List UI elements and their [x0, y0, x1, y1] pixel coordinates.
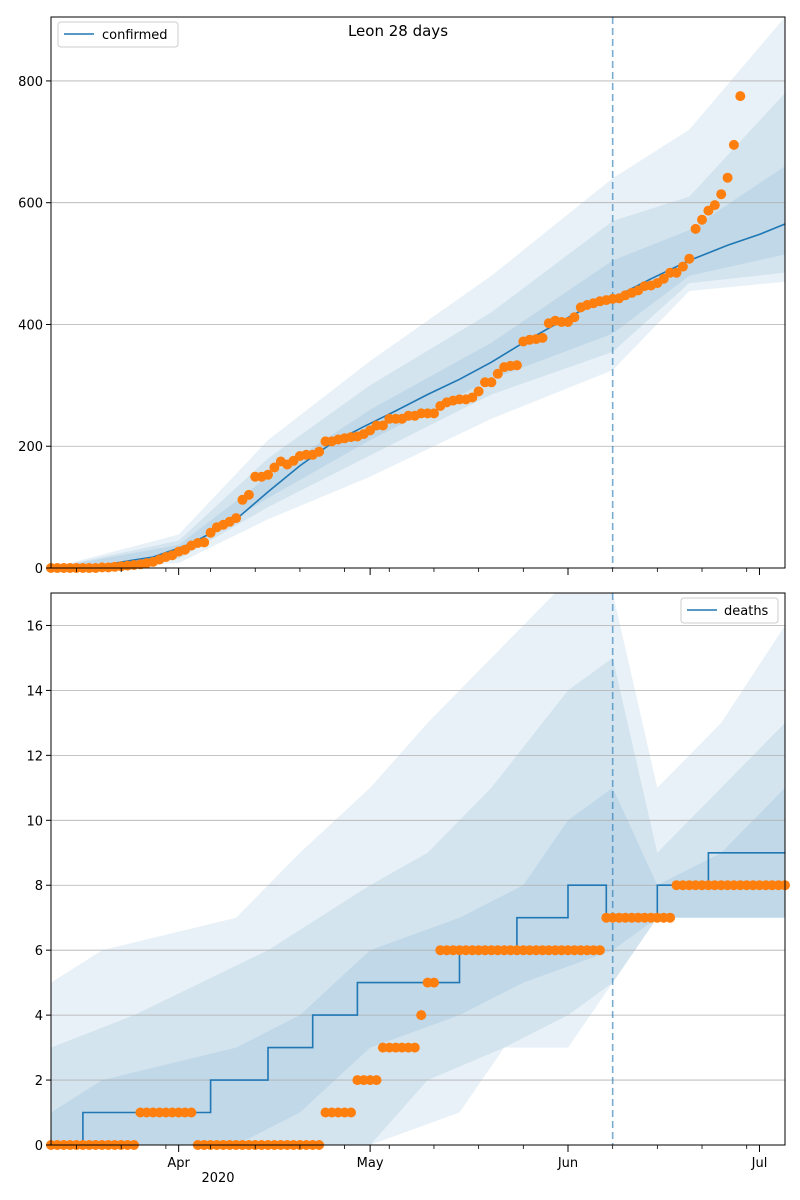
observed-point: [486, 377, 497, 388]
observed-point: [473, 386, 484, 397]
observed-point: [690, 223, 701, 234]
y-tick-label: 12: [26, 749, 43, 764]
confirmed-y-axis: 0 200 400 600 800: [18, 75, 51, 577]
band-outer: [51, 593, 785, 1145]
observed-point: [569, 312, 580, 323]
confirmed-observed-points: [46, 91, 746, 573]
observed-point: [371, 1075, 382, 1086]
observed-point: [658, 273, 669, 284]
deaths-axes-frame: [50, 592, 786, 1146]
observed-point: [709, 200, 720, 211]
observed-point: [684, 253, 695, 264]
y-tick-label: 14: [26, 684, 43, 699]
y-tick-label: 8: [35, 879, 43, 894]
observed-point: [722, 172, 733, 183]
observed-point: [716, 189, 727, 200]
observed-point: [511, 360, 522, 371]
observed-point: [186, 1107, 197, 1118]
y-tick-label: 10: [26, 814, 43, 829]
deaths-y-axis: 0 2 4 6 8 10 12 14 16: [26, 619, 51, 1154]
observed-point: [594, 945, 605, 956]
observed-point: [263, 469, 273, 480]
observed-point: [416, 1010, 427, 1021]
observed-point: [665, 912, 676, 923]
observed-point: [377, 420, 388, 431]
y-tick-label: 0: [35, 562, 43, 577]
y-tick-label: 400: [18, 318, 43, 333]
observed-point: [735, 91, 746, 102]
band-middle: [51, 657, 785, 1145]
observed-point: [243, 489, 254, 500]
x-tick-label: May: [357, 1156, 384, 1171]
observed-point: [409, 1042, 420, 1053]
y-tick-label: 600: [18, 197, 43, 212]
deaths-observed-points: [46, 880, 790, 1150]
confirmed-axes-frame: [50, 16, 786, 569]
observed-point: [677, 261, 688, 272]
band-inner: [51, 787, 785, 1145]
y-tick-label: 2: [35, 1074, 43, 1089]
y-tick-label: 0: [35, 1139, 43, 1154]
deaths-uncertainty-bands: [51, 593, 785, 1145]
observed-point: [537, 332, 548, 343]
deaths-series-line: [51, 852, 785, 1146]
x-tick-label: Apr: [167, 1156, 190, 1171]
x-axis-year-label: 2020: [201, 1171, 234, 1186]
y-tick-label: 4: [35, 1009, 43, 1024]
observed-point: [671, 267, 682, 278]
y-tick-label: 6: [35, 944, 43, 959]
confirmed-legend-box: [57, 21, 179, 48]
y-tick-label: 16: [26, 619, 43, 634]
deaths-legend-label: deaths: [724, 604, 769, 619]
x-tick-label: Jul: [751, 1156, 768, 1171]
deaths-legend: deaths: [680, 597, 779, 624]
observed-point: [467, 392, 478, 403]
y-tick-label: 200: [18, 440, 43, 455]
panel-deaths: 0 2 4 6 8 10 12 14 16 Apr May Jun Jul 2020 deaths: [26, 592, 790, 1186]
panel-confirmed: 0 200 400 600 800 Leon 28 days confirmed: [18, 16, 786, 577]
deaths-legend-box: [680, 597, 779, 624]
observed-point: [429, 408, 439, 419]
observed-point: [492, 368, 503, 379]
figure-suptitle: Leon 28 days: [348, 22, 448, 40]
observed-point: [231, 513, 242, 524]
y-tick-label: 800: [18, 75, 43, 90]
observed-point: [314, 446, 325, 457]
observed-point: [697, 214, 707, 225]
confirmed-legend-label: confirmed: [102, 28, 168, 43]
observed-point: [346, 1107, 356, 1118]
observed-point: [269, 462, 280, 473]
deaths-x-axis: Apr May Jun Jul: [76, 1145, 768, 1171]
observed-point: [199, 537, 210, 548]
observed-point: [429, 977, 439, 988]
x-tick-label: Jun: [557, 1156, 578, 1171]
confirmed-x-ticks: [76, 568, 760, 575]
confirmed-legend: confirmed: [57, 21, 179, 48]
observed-point: [728, 139, 739, 150]
